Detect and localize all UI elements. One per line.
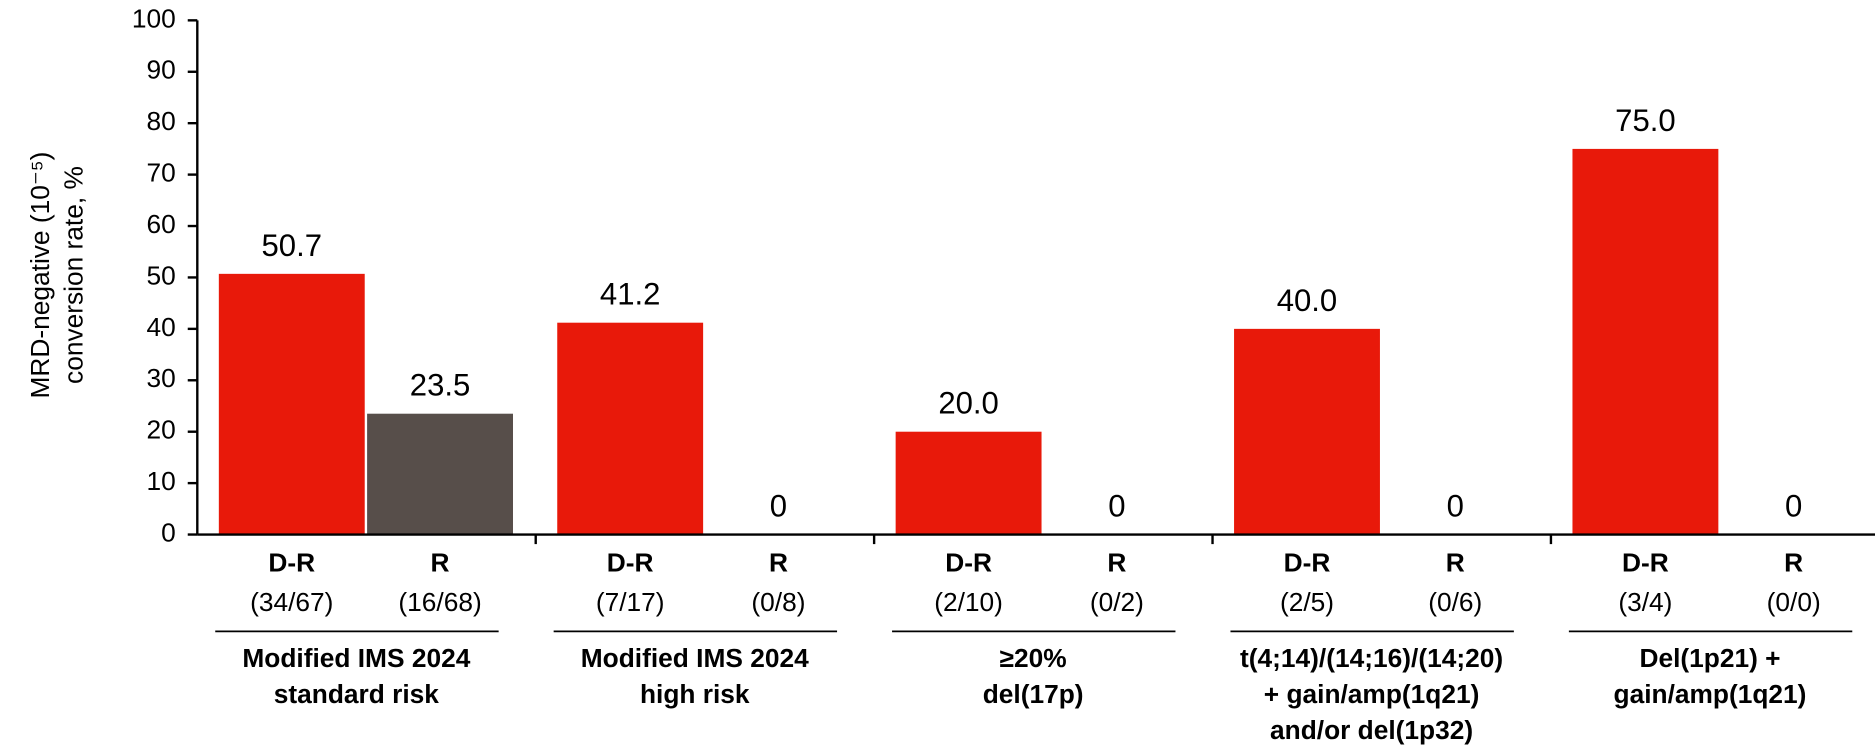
category-label: high risk	[640, 679, 750, 709]
bar	[367, 413, 513, 535]
bar	[1572, 148, 1719, 535]
y-tick-label: 100	[132, 3, 176, 33]
category-label: ≥20%	[1000, 643, 1067, 673]
y-tick-label: 90	[147, 55, 176, 85]
count-label: (7/17)	[596, 587, 665, 617]
count-label: (0/6)	[1428, 587, 1482, 617]
category-label: t(4;14)/(14;16)/(14;20)	[1240, 643, 1503, 673]
series-label: D-R	[268, 547, 315, 577]
series-label: R	[769, 547, 788, 577]
category-label: Del(1p21) +	[1639, 643, 1780, 673]
y-tick-label: 40	[147, 312, 176, 342]
y-tick-label: 10	[147, 466, 176, 496]
series-label: D-R	[607, 547, 654, 577]
y-tick-label: 70	[147, 158, 176, 188]
y-tick-label: 80	[147, 106, 176, 136]
y-tick-label: 0	[161, 517, 176, 547]
value-label: 0	[1447, 488, 1464, 523]
series-label: R	[1107, 547, 1126, 577]
series-label: D-R	[1622, 547, 1669, 577]
series-label: D-R	[945, 547, 992, 577]
count-label: (34/67)	[250, 587, 333, 617]
category-label: + gain/amp(1q21)	[1264, 679, 1480, 709]
y-axis-label: MRD-negative (10⁻⁵)	[25, 152, 55, 399]
count-label: (16/68)	[398, 587, 481, 617]
count-label: (0/0)	[1767, 587, 1821, 617]
count-label: (2/5)	[1280, 587, 1334, 617]
category-label: del(17p)	[983, 679, 1084, 709]
y-axis-label: conversion rate, %	[58, 166, 88, 384]
series-label: D-R	[1284, 547, 1331, 577]
category-label: Modified IMS 2024	[242, 643, 470, 673]
value-label: 20.0	[938, 386, 998, 421]
y-tick-label: 20	[147, 415, 176, 445]
count-label: (0/2)	[1090, 587, 1144, 617]
y-tick-label: 50	[147, 260, 176, 290]
value-label: 75.0	[1615, 103, 1676, 138]
value-label: 50.7	[262, 228, 323, 263]
category-label: gain/amp(1q21)	[1614, 679, 1807, 709]
series-label: R	[431, 547, 450, 577]
value-label: 40.0	[1277, 283, 1338, 318]
bar	[557, 322, 704, 535]
count-label: (0/8)	[751, 587, 805, 617]
value-label: 23.5	[410, 368, 471, 403]
bar	[218, 273, 365, 535]
value-label: 0	[1108, 488, 1125, 523]
category-label: standard risk	[274, 679, 440, 709]
value-label: 0	[1785, 488, 1802, 523]
bar	[1234, 328, 1380, 535]
count-label: (2/10)	[934, 587, 1003, 617]
series-label: R	[1784, 547, 1803, 577]
bar	[895, 431, 1042, 535]
series-label: R	[1446, 547, 1465, 577]
count-label: (3/4)	[1618, 587, 1672, 617]
y-tick-label: 30	[147, 363, 176, 393]
y-tick-label: 60	[147, 209, 176, 239]
value-label: 41.2	[600, 277, 661, 312]
value-label: 0	[770, 488, 787, 523]
category-label: Modified IMS 2024	[581, 643, 809, 673]
category-label: and/or del(1p32)	[1270, 715, 1473, 745]
